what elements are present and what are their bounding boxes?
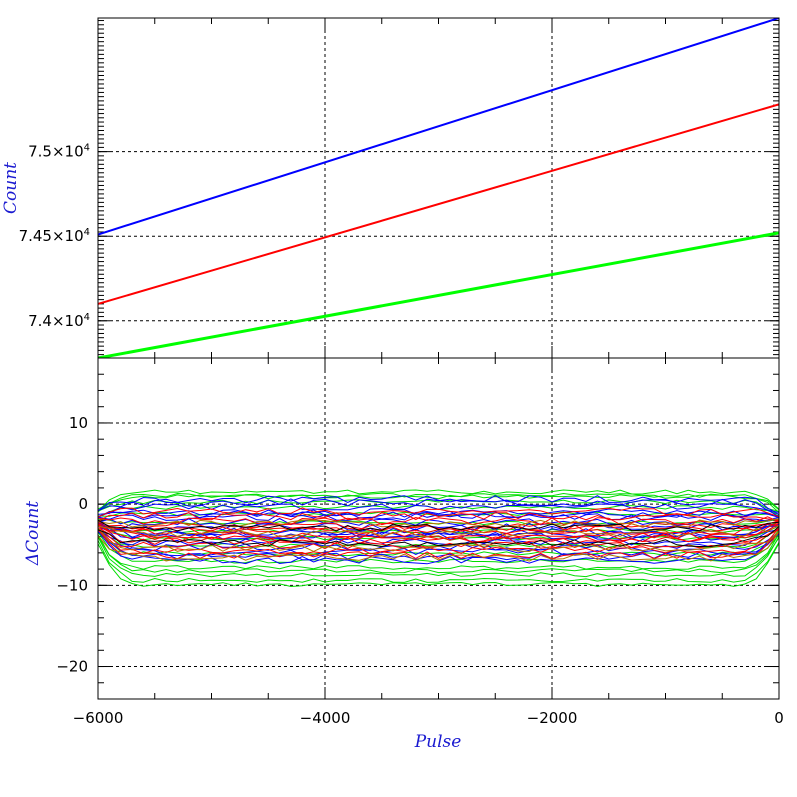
y-tick-mantissa: 7.4×10 [28, 312, 84, 330]
residual-line [98, 543, 779, 588]
residual-line [98, 524, 779, 538]
residual-line [98, 540, 779, 583]
residual-line [98, 518, 779, 528]
residual-line [98, 535, 779, 574]
y-tick-label: 7.45×104 [19, 227, 90, 245]
residual-line [98, 512, 779, 522]
plot-frame [97, 17, 780, 359]
x-tick-label: 0 [774, 709, 784, 727]
residual-line [98, 531, 779, 562]
plot-frame [97, 357, 780, 700]
residual-line [98, 533, 779, 570]
y-tick-label: 7.4×104 [28, 312, 90, 330]
series-group [98, 18, 779, 358]
residual-line [98, 526, 779, 547]
residual-line [98, 521, 779, 531]
series-line-2 [98, 231, 779, 358]
residual-line [98, 492, 779, 511]
residual-line [98, 494, 779, 513]
y-tick-label: 10 [69, 414, 88, 432]
series-line-1 [98, 103, 779, 305]
x-tick-label: −4000 [300, 709, 351, 727]
x-axis-label: Pulse [414, 732, 462, 752]
residual-line [98, 521, 779, 538]
x-tick-label: −6000 [73, 709, 124, 727]
residual-line [98, 522, 779, 531]
y-tick-label: −20 [56, 658, 88, 676]
residual-line [98, 526, 779, 548]
y-tick-mantissa: 7.45×10 [19, 227, 84, 245]
residual-line [98, 513, 779, 522]
y-tick-exponent: 4 [84, 312, 90, 323]
residual-line [98, 507, 779, 518]
series-group [98, 489, 779, 588]
residual-line [98, 489, 779, 512]
residual-line [98, 519, 779, 532]
residual-line [98, 529, 779, 560]
x-tick-label: −2000 [527, 709, 578, 727]
bottom-panel: −6000 −4000 −2000 0 −20 −10 0 10 [56, 357, 784, 727]
top-y-axis-label: Count [1, 162, 21, 214]
residual-line [98, 516, 779, 526]
y-tick-mantissa: 7.5×10 [28, 143, 84, 161]
residual-line [98, 536, 779, 578]
series-line-0 [98, 18, 779, 236]
y-tick-label: 7.5×104 [28, 143, 90, 161]
residual-line [98, 522, 779, 544]
y-tick-exponent: 4 [84, 227, 90, 238]
residual-line [98, 527, 779, 555]
y-tick-label: −10 [56, 576, 88, 594]
y-tick-exponent: 4 [84, 143, 90, 154]
bottom-y-axis-label: ΔCount [23, 501, 43, 566]
minor-ticks [97, 18, 780, 358]
y-tick-label: 0 [78, 495, 88, 513]
residual-line [98, 498, 779, 513]
